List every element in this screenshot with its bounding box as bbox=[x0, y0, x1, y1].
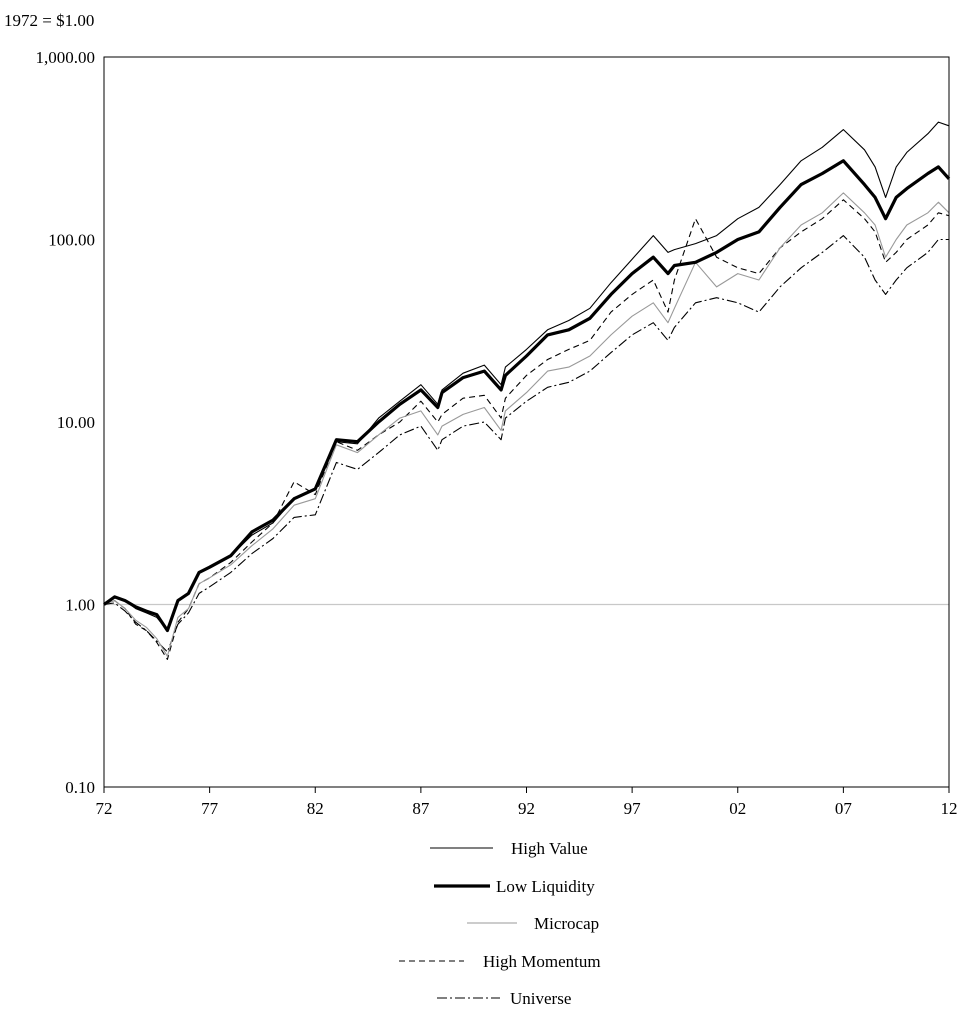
legend-label: Microcap bbox=[534, 914, 599, 933]
x-ticks bbox=[103, 787, 950, 793]
x-tick-label: 72 bbox=[96, 799, 113, 818]
x-tick-label: 97 bbox=[624, 799, 642, 818]
plot-frame bbox=[103, 56, 950, 788]
x-tick-label: 82 bbox=[307, 799, 324, 818]
plot-series bbox=[103, 121, 951, 660]
x-tick-label: 02 bbox=[729, 799, 746, 818]
x-tick-label: 77 bbox=[201, 799, 219, 818]
legend: High Value Low Liquidity Microcap High Mome… bbox=[399, 839, 601, 1008]
chart-title: 1972 = $1.00 bbox=[4, 11, 94, 30]
x-tick-label: 12 bbox=[941, 799, 958, 818]
series-line-universe bbox=[103, 235, 949, 653]
y-tick-label: 10.00 bbox=[57, 413, 95, 432]
series-line-high-momentum bbox=[103, 199, 950, 660]
y-axis-labels: 0.10 1.00 10.00 100.00 1,000.00 bbox=[36, 48, 96, 797]
y-tick-label: 0.10 bbox=[65, 778, 95, 797]
x-tick-label: 87 bbox=[412, 799, 430, 818]
x-tick-label: 92 bbox=[518, 799, 535, 818]
legend-label: High Value bbox=[511, 839, 588, 858]
y-tick-label: 1,000.00 bbox=[36, 48, 96, 67]
legend-label: Universe bbox=[510, 989, 571, 1008]
legend-label: Low Liquidity bbox=[496, 877, 595, 896]
x-axis-labels: 72 77 82 87 92 97 02 07 12 bbox=[96, 799, 958, 818]
x-tick-label: 07 bbox=[835, 799, 853, 818]
legend-label: High Momentum bbox=[483, 952, 601, 971]
series-line-microcap bbox=[103, 192, 950, 657]
series-line-low-liquidity bbox=[103, 159, 951, 633]
y-tick-label: 100.00 bbox=[48, 231, 95, 250]
y-tick-label: 1.00 bbox=[65, 596, 95, 615]
